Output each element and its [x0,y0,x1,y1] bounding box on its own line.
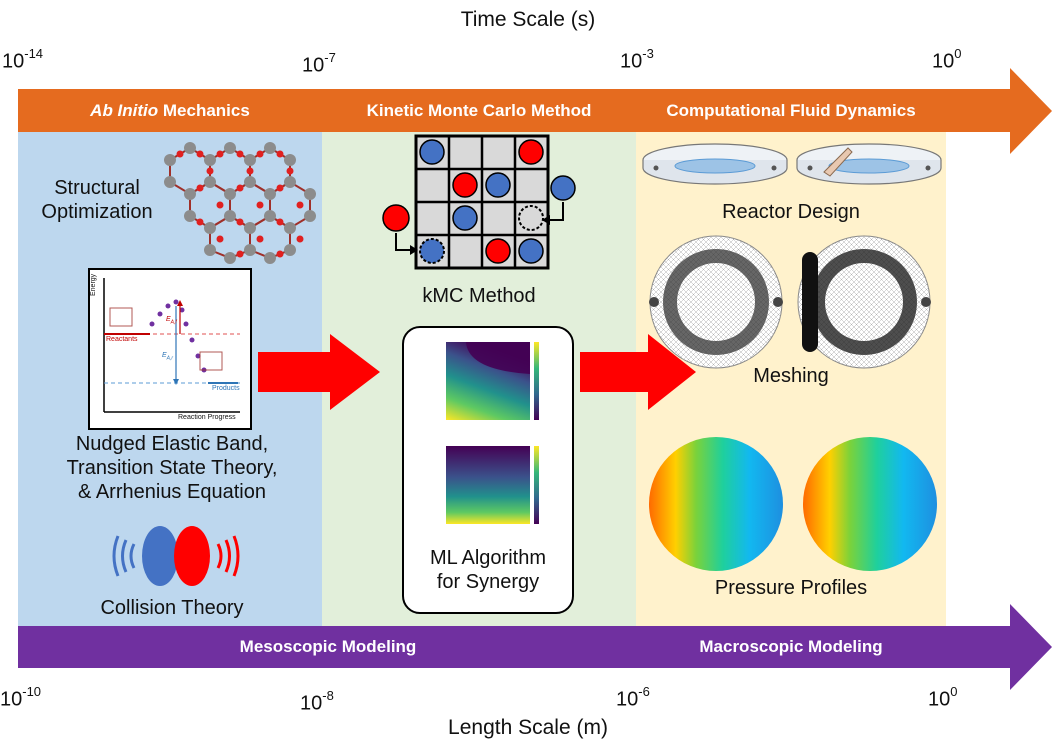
kmc-lattice-grid [414,134,550,270]
collision-theory-label: Collision Theory [100,597,244,619]
reactor-design-image-1 [642,143,788,185]
top-band-label-cfd: Computational Fluid Dynamics [666,101,916,120]
ml-contour-plot-1 [446,342,539,420]
ea-forward-label: EA,f [166,316,177,326]
ea-reverse-label: EA,r [162,352,174,362]
meshing-label: Meshing [753,365,829,387]
zeolite-structure-icon [164,142,316,264]
bottom-band-label-macro: Macroscopic Modeling [699,637,883,656]
length-tick-1: 10-10 [0,684,42,711]
length-tick-2: 10-8 [300,688,334,715]
red-arrow-2 [580,334,696,410]
red-arrow-1 [258,334,380,410]
reactants-label: Reactants [106,336,138,343]
energy-axis-label: Energy [90,273,97,296]
time-tick-3: 10-3 [620,46,654,73]
mesh-image-2 [797,235,931,369]
time-tick-2: 10-7 [302,50,336,77]
energy-plot-graphic [103,278,240,413]
products-label: Products [212,385,240,392]
top-band-label-kmc: Kinetic Monte Carlo Method [366,101,592,120]
bottom-band-label-meso: Mesoscopic Modeling [239,637,417,656]
collision-icon [112,526,240,586]
length-tick-3: 10-6 [616,684,650,711]
reactor-design-image-2 [796,143,942,185]
time-tick-4: 100 [932,46,962,73]
reaction-progress-label: Reaction Progress [178,414,236,421]
kmc-method-label: kMC Method [422,285,536,307]
time-scale-title: Time Scale (s) [460,8,596,31]
mesh-image-1 [649,235,783,369]
length-tick-4: 100 [928,684,958,711]
ml-contour-plot-2 [446,446,539,524]
pressure-profile-2 [803,437,937,571]
top-band-label-ab-initio: Ab Initio Mechanics [90,101,250,120]
pressure-profile-1 [649,437,783,571]
pressure-profiles-label: Pressure Profiles [714,577,868,599]
kmc-moving-particles [382,175,576,255]
time-tick-1: 10-14 [2,46,44,73]
neb-caption: Nudged Elastic Band, Transition State Th… [66,433,278,503]
structural-optimization-label: Structural Optimization [41,177,153,223]
reactor-design-label: Reactor Design [722,201,860,223]
energy-plot [88,268,252,430]
length-scale-title: Length Scale (m) [448,716,608,739]
ml-algorithm-caption: ML Algorithm for Synergy [430,547,546,593]
